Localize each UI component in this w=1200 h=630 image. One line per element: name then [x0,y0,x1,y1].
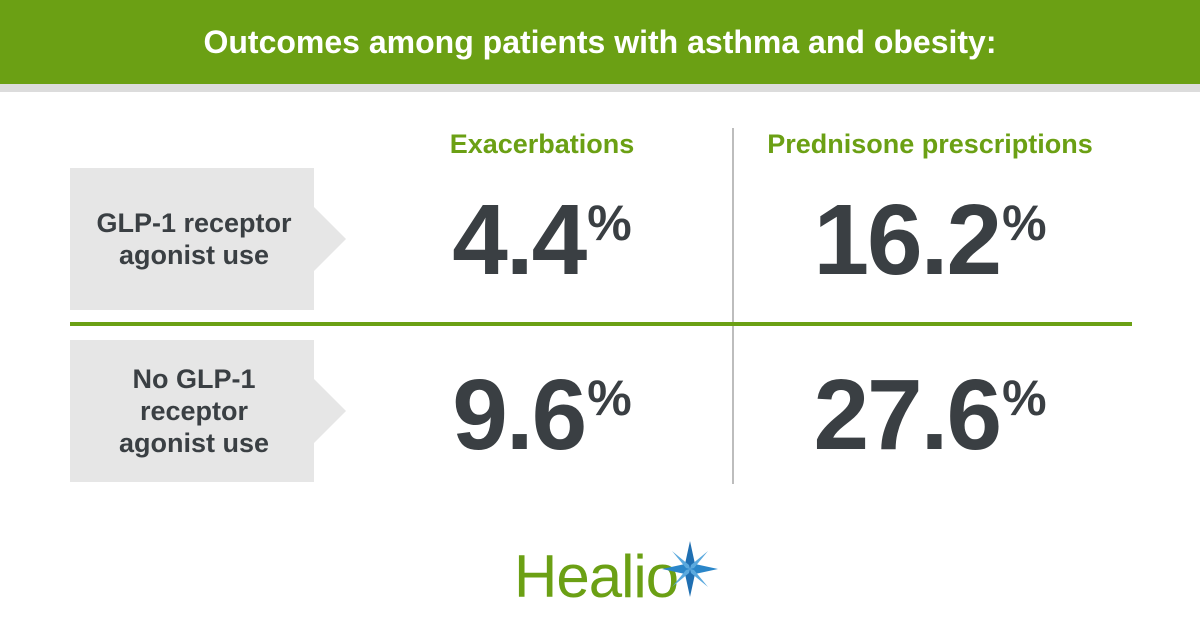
row-label-glp1-use: GLP-1 receptor agonist use [70,168,346,310]
stat-value: 4.4 [452,184,587,296]
percent-sign: % [1002,370,1047,426]
stat-no-glp1-exacerbations: 9.6% [392,360,692,480]
vertical-divider [732,128,734,484]
star-icon [662,541,718,597]
percent-sign: % [587,370,632,426]
row-label-no-glp1-use: No GLP-1 receptor agonist use [70,340,346,482]
header-shadow [0,84,1200,92]
stat-value: 9.6 [452,359,587,471]
healio-logo: Healio [510,535,730,610]
stat-no-glp1-prednisone: 27.6% [735,360,1125,480]
stat-glp1-prednisone: 16.2% [735,185,1125,305]
row-label-text: No GLP-1 receptor agonist use [118,364,270,458]
stat-value: 27.6 [813,359,1002,471]
page-title: Outcomes among patients with asthma and … [203,23,997,60]
horizontal-divider [70,322,1132,326]
percent-sign: % [587,195,632,251]
logo-wordmark: Healio [514,543,679,610]
stat-value: 16.2 [813,184,1002,296]
column-header-prednisone: Prednisone prescriptions [767,129,1093,159]
header-banner: Outcomes among patients with asthma and … [0,0,1200,84]
row-label-text: GLP-1 receptor agonist use [96,208,292,270]
percent-sign: % [1002,195,1047,251]
stat-glp1-exacerbations: 4.4% [392,185,692,305]
column-header-exacerbations: Exacerbations [449,129,635,159]
